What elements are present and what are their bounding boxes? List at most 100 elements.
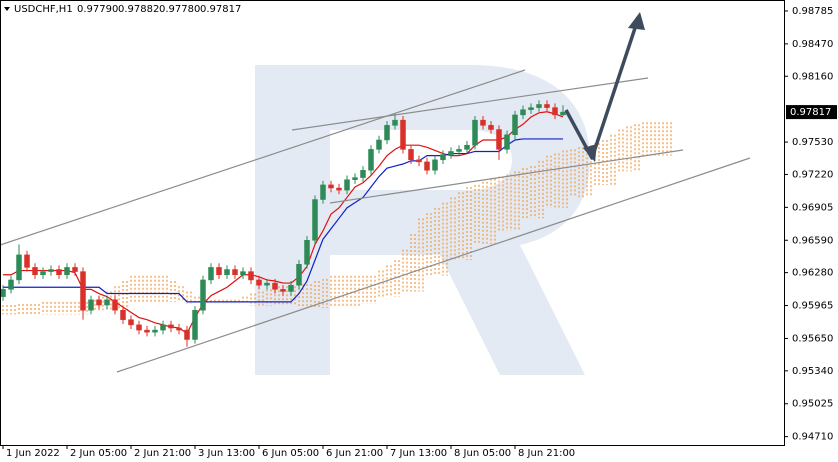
annotations <box>0 12 751 373</box>
candle-body <box>136 324 142 331</box>
x-tick-label: 8 Jun 05:00 <box>454 448 511 459</box>
trend-line <box>291 77 649 131</box>
y-tick-label: 0.95025 <box>792 399 833 410</box>
candle-body <box>16 254 22 281</box>
candle-body <box>152 329 158 333</box>
candle-body <box>528 107 534 110</box>
candle-body <box>56 269 62 275</box>
y-tick-label: 0.96280 <box>792 268 833 279</box>
candle-body <box>424 161 430 171</box>
y-tick-label: 0.98785 <box>792 6 833 17</box>
x-tick-label: 6 Jun 05:00 <box>262 448 319 459</box>
trend-line <box>116 157 751 373</box>
y-tick-label: 0.95340 <box>792 366 833 377</box>
candle-body <box>80 271 86 311</box>
y-tick-label: 0.97530 <box>792 137 833 148</box>
candle-body <box>264 282 270 286</box>
candle-body <box>456 149 462 152</box>
candle-body <box>352 177 358 180</box>
header-low: 0.97780 <box>159 4 200 15</box>
axes-layer: 0.98785 0.98470 0.98160 0.97530 0.97220 0.969… <box>2 6 837 459</box>
candle-body <box>368 149 374 171</box>
candle-body <box>496 129 502 150</box>
candle-body <box>208 267 214 281</box>
y-tick-label: 0.98160 <box>792 71 833 82</box>
candle-body <box>416 159 422 163</box>
candle-body <box>40 271 46 275</box>
candle-body <box>256 279 262 286</box>
candle-body <box>0 289 6 297</box>
candle-body <box>8 279 14 290</box>
candle-body <box>408 149 414 161</box>
header-icon <box>4 7 10 11</box>
candle-body <box>432 159 438 171</box>
candle-body <box>120 309 126 320</box>
candle-body <box>544 104 550 108</box>
candle-body <box>232 269 238 275</box>
x-tick-label: 2 Jun 21:00 <box>134 448 191 459</box>
candle-body <box>88 299 94 311</box>
candle-body <box>224 269 230 275</box>
candle-body <box>160 324 166 331</box>
header-open: 0.97790 <box>77 4 118 15</box>
header: USDCHF,H1 0.97790 0.97882 0.97780 0.9781… <box>4 4 241 15</box>
candle-body <box>216 267 222 275</box>
candle-body <box>448 151 454 155</box>
candle-body <box>128 319 134 326</box>
indicator-line <box>3 138 563 303</box>
x-tick-label: 3 Jun 13:00 <box>198 448 255 459</box>
candle-body <box>240 271 246 275</box>
candle-body <box>376 139 382 150</box>
arrow-head <box>628 12 645 30</box>
candle-body <box>288 284 294 292</box>
arrow-head <box>583 144 597 162</box>
candle-body <box>320 184 326 200</box>
y-tick-label: 0.95965 <box>792 301 833 312</box>
candle-body <box>144 329 150 333</box>
x-tick-label: 6 Jun 21:00 <box>326 448 383 459</box>
candle-body <box>328 184 334 189</box>
header-close: 0.97817 <box>200 4 241 15</box>
y-tick-label: 0.94710 <box>792 432 833 443</box>
candle-body <box>344 179 350 191</box>
indicator-line <box>3 111 564 335</box>
y-tick-label: 0.96590 <box>792 235 833 246</box>
candle-body <box>504 134 510 150</box>
candle-body <box>48 269 54 272</box>
y-tick-label: 0.97220 <box>792 169 833 180</box>
candle-body <box>112 299 118 311</box>
candle-body <box>72 267 78 272</box>
candle-body <box>312 199 318 241</box>
candle-body <box>176 327 182 331</box>
x-tick-label: 2 Jun 05:00 <box>70 448 127 459</box>
candle-body <box>384 125 390 141</box>
plot-frame <box>0 0 785 446</box>
candle-body <box>248 271 254 281</box>
candle-body <box>360 170 366 178</box>
candle-body <box>488 125 494 130</box>
candle-body <box>96 299 102 306</box>
candle-body <box>184 329 190 340</box>
candle-body <box>304 240 310 265</box>
indicator-layer <box>3 111 564 335</box>
trend-line <box>0 69 526 246</box>
cloud-layer <box>2 122 672 315</box>
candle-body <box>440 154 446 161</box>
symbol-title: USDCHF,H1 <box>14 4 73 15</box>
x-tick-label: 7 Jun 13:00 <box>390 448 447 459</box>
candle-layer <box>0 100 566 347</box>
candle-body <box>536 104 542 108</box>
candle-body <box>296 264 302 286</box>
trend-line <box>329 149 684 204</box>
candle-body <box>472 119 478 146</box>
candle-body <box>464 144 470 150</box>
candle-body <box>104 299 110 306</box>
candle-body <box>520 109 526 116</box>
candle-body <box>280 289 286 292</box>
x-tick-label: 1 Jun 2022 <box>6 448 60 459</box>
candle-body <box>552 107 558 116</box>
candle-body <box>64 267 70 275</box>
x-tick-label: 8 Jun 21:00 <box>518 448 575 459</box>
candle-body <box>32 267 38 275</box>
